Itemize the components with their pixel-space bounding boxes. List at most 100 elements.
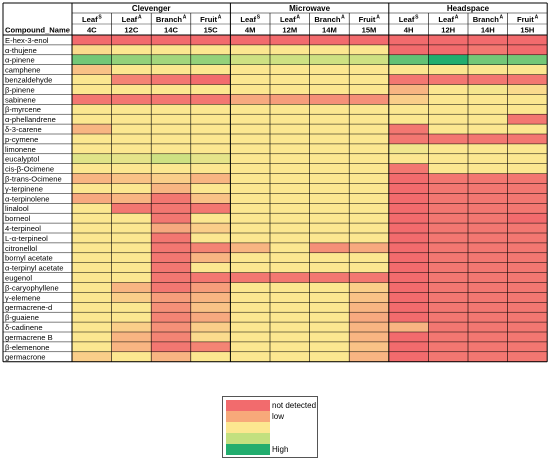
heat-cell-p-cymene-14m [309, 134, 350, 145]
heat-cell-citronellol-4c [72, 242, 112, 254]
heat-cell-eucalyptol-14m [309, 153, 350, 164]
heat-cell-pinene-15h [507, 54, 548, 65]
row-label-citronellol: citronellol [5, 244, 37, 253]
group-label-clevenger: Clevenger [132, 4, 171, 13]
heat-cell-germacrene-b-15m [349, 332, 390, 343]
heat-cell-4-terpineol-14h [468, 223, 508, 234]
heat-cell-pinene-4m [230, 54, 271, 65]
heat-cell-cis-ocimene-14c [151, 163, 192, 174]
heat-cell-borneol-14h [468, 213, 508, 224]
heat-cell-guaiene-12c [111, 312, 152, 323]
heat-cell-bornyl-acetate-14h [468, 252, 508, 263]
row-header-label: Compound_Name [5, 26, 70, 35]
heat-cell-phellandrene-15c [190, 114, 231, 125]
heat-cell-cadinene-4m [230, 322, 271, 333]
heat-cell-phellandrene-12m [270, 114, 310, 125]
heat-cell-eucalyptol-15c [190, 153, 231, 164]
heat-cell-l-terpineol-4m [230, 233, 271, 244]
heat-cell-borneol-12m [270, 213, 310, 224]
heat-cell-eugenol-15m [349, 272, 390, 283]
row-label-l-terpineol: L-α-terpineol [5, 234, 48, 243]
heat-cell-pinene-12m [270, 54, 310, 65]
heat-cell-limonene-14m [309, 143, 350, 155]
heat-cell-caryophyllene-15h [507, 282, 548, 293]
heat-cell-myrcene-12m [270, 104, 310, 115]
heat-cell-elemene-15m [349, 292, 390, 303]
heat-cell-e-hex-3-enol-15h [507, 35, 548, 46]
heat-cell-benzaldehyde-4c [72, 74, 112, 85]
heat-cell-linalool-12m [270, 203, 310, 214]
heat-cell-borneol-4h [388, 213, 429, 224]
column-sup-4m: S [257, 15, 261, 21]
heat-cell-terpinolene-12h [428, 193, 469, 204]
row-label-borneol: borneol [5, 214, 31, 223]
heat-cell-cadinene-14h [468, 322, 508, 333]
heat-cell-trans-ocimene-4h [388, 173, 429, 184]
heat-cell-cadinene-12h [428, 322, 469, 333]
heat-cell-bornyl-acetate-14c [151, 252, 192, 263]
legend-label-high: High [272, 445, 289, 454]
heat-cell-p-cymene-12h [428, 134, 469, 145]
heat-cell-p-cymene-14h [468, 134, 508, 145]
heat-cell-limonene-12h [428, 143, 469, 155]
heat-cell-sabinene-15h [507, 94, 548, 105]
heat-cell-germacrene-b-4c [72, 332, 112, 343]
heat-cell-citronellol-15c [190, 242, 231, 254]
heat-cell-eugenol-4m [230, 272, 271, 283]
heat-cell-e-hex-3-enol-12c [111, 35, 152, 46]
column-tissue-12m: Leaf [280, 15, 296, 24]
row-label-pinene: β-pinene [5, 85, 35, 94]
heat-cell-terpinolene-15m [349, 193, 390, 204]
heat-cell-limonene-4c [72, 143, 112, 155]
heat-cell-4-terpineol-4h [388, 223, 429, 234]
heat-cell-terpinyl-acetate-12m [270, 262, 310, 273]
heat-cell-germacrone-12h [428, 351, 469, 362]
column-sup-12h: A [455, 15, 459, 21]
heat-cell-guaiene-14c [151, 312, 192, 323]
heat-cell-terpinolene-14c [151, 193, 192, 204]
row-label-cadinene: δ-cadinene [5, 323, 43, 332]
row-label-germacrone: germacrone [5, 353, 46, 362]
heat-cell-terpinyl-acetate-4c [72, 262, 112, 273]
heat-cell-camphene-14h [468, 64, 508, 75]
heat-cell-caryophyllene-4c [72, 282, 112, 293]
heat-cell-limonene-4h [388, 143, 429, 155]
heat-cell-cis-ocimene-12m [270, 163, 310, 174]
heat-cell-eugenol-14c [151, 272, 192, 283]
heat-cell-eugenol-12h [428, 272, 469, 283]
heat-cell-thujene-14h [468, 44, 508, 56]
heat-cell-linalool-14m [309, 203, 350, 214]
row-label-pinene: α-pinene [5, 56, 35, 65]
heat-cell-l-terpineol-4h [388, 233, 429, 244]
heat-cell-pinene-14m [309, 84, 350, 95]
heat-cell-e-hex-3-enol-4m [230, 35, 271, 46]
heat-cell-germacrene-b-12c [111, 332, 152, 343]
heat-cell-terpinyl-acetate-14m [309, 262, 350, 273]
heat-cell-citronellol-4m [230, 242, 271, 254]
row-label-sabinene: sabinene [5, 95, 36, 104]
heat-cell-sabinene-14m [309, 94, 350, 105]
heat-cell-terpinene-4h [388, 183, 429, 194]
legend-swatch-3 [226, 433, 270, 444]
heat-cell-pinene-12h [428, 84, 469, 95]
heat-cell-phellandrene-14h [468, 114, 508, 125]
column-tissue-12h: Leaf [438, 15, 454, 24]
heat-cell-caryophyllene-15m [349, 282, 390, 293]
heat-cell-eucalyptol-4c [72, 153, 112, 164]
column-tissue-4m: Leaf [240, 15, 256, 24]
heat-cell-3-carene-4m [230, 124, 271, 135]
heat-cell-e-hex-3-enol-12h [428, 35, 469, 46]
heat-cell-bornyl-acetate-12c [111, 252, 152, 263]
heat-cell-germacrene-b-15h [507, 332, 548, 343]
heat-cell-bornyl-acetate-12h [428, 252, 469, 263]
heat-cell-e-hex-3-enol-14m [309, 35, 350, 46]
heat-cell-benzaldehyde-4m [230, 74, 271, 85]
heat-cell-3-carene-15m [349, 124, 390, 135]
heat-cell-elemene-12c [111, 292, 152, 303]
heat-cell-caryophyllene-12h [428, 282, 469, 293]
heat-cell-terpinyl-acetate-15c [190, 262, 231, 273]
heat-cell-cadinene-4h [388, 322, 429, 333]
heat-cell-p-cymene-14c [151, 134, 192, 145]
column-code-4c: 4C [87, 26, 97, 35]
